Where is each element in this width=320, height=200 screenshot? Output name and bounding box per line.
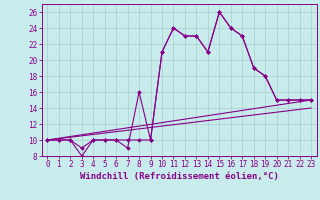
X-axis label: Windchill (Refroidissement éolien,°C): Windchill (Refroidissement éolien,°C) bbox=[80, 172, 279, 181]
